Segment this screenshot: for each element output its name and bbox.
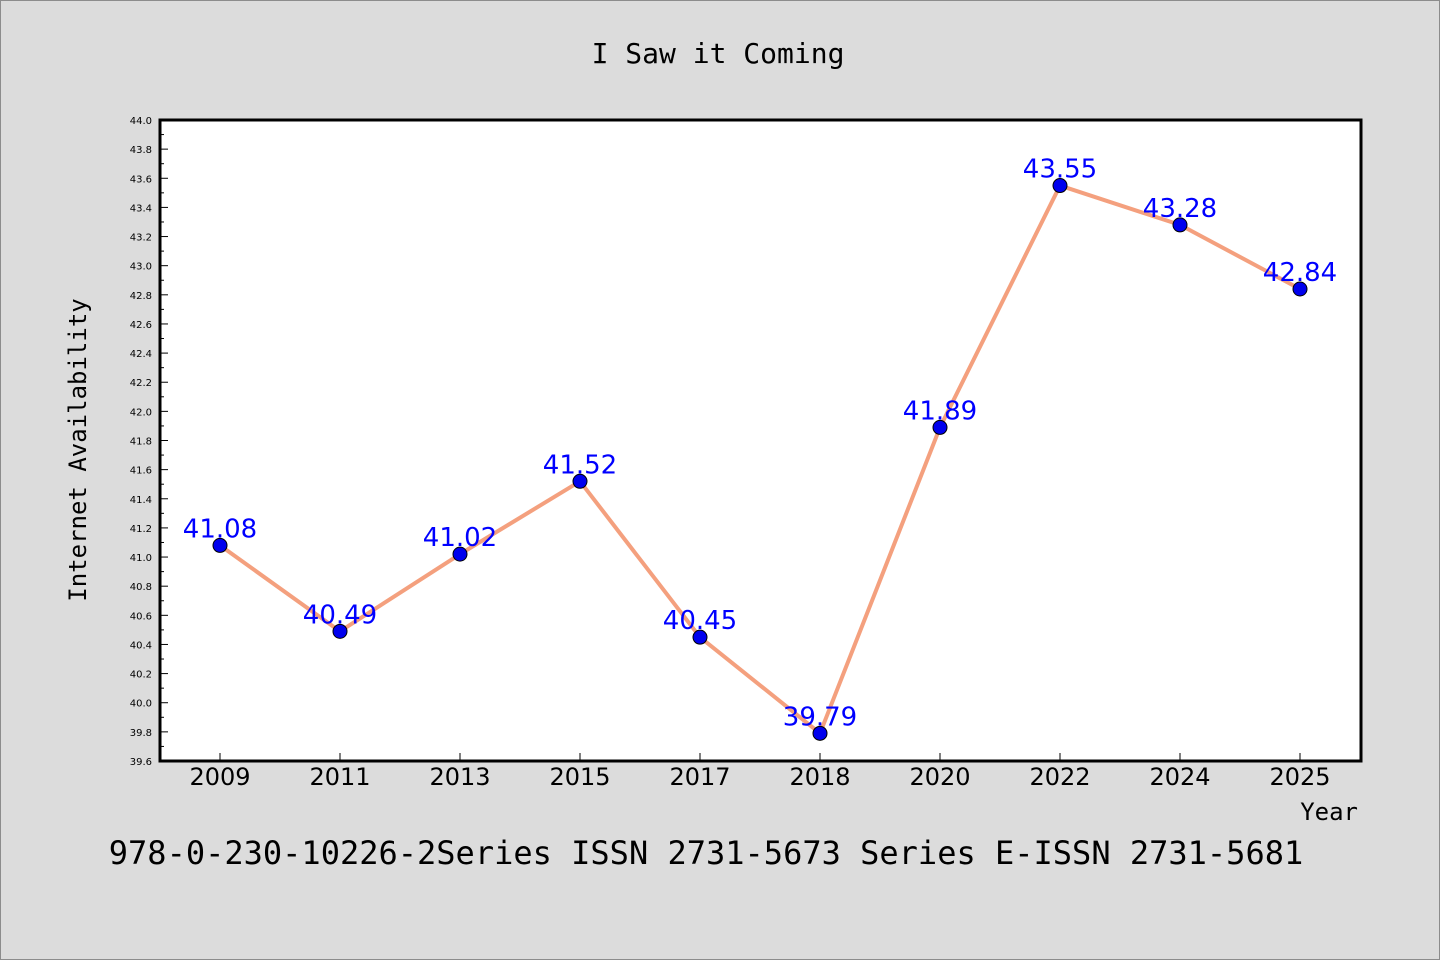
y-tick-label: 39.6: [130, 757, 152, 768]
plot-area: [158, 118, 1363, 763]
x-axis-label: Year: [1300, 798, 1358, 826]
data-label: 39.79: [783, 702, 857, 732]
y-tick-label: 43.8: [130, 145, 152, 156]
y-axis-label: Internet Availability: [64, 298, 92, 601]
x-tick-label: 2024: [1149, 763, 1210, 791]
x-tick-label: 2017: [669, 763, 730, 791]
x-tick-label: 2020: [909, 763, 970, 791]
data-point: [212, 537, 228, 553]
y-tick-label: 42.8: [130, 291, 152, 302]
data-point: [452, 546, 468, 562]
x-tick-label: 2015: [549, 763, 610, 791]
data-labels: 41.08 40.49 41.02 41.52 40.45 39.79 41.89 43.55…: [183, 155, 1337, 733]
series-line: [218, 183, 1301, 736]
y-tick-label: 40.2: [130, 670, 152, 681]
y-tick-label: 41.2: [130, 524, 152, 535]
y-tick-label: 40.6: [130, 611, 152, 622]
y-tick-label: 43.4: [130, 203, 152, 214]
x-axis: 2009 2011 2013 2015 2017 2018 2020 2022 2024 2025: [189, 753, 1331, 791]
y-tick-label: 40.8: [130, 582, 152, 593]
data-label: 40.45: [663, 606, 737, 636]
y-tick-label: 42.6: [130, 320, 152, 331]
data-point: [332, 623, 348, 639]
x-tick-label: 2011: [309, 763, 370, 791]
x-tick-label: 2022: [1029, 763, 1090, 791]
x-tick-label: 2013: [429, 763, 490, 791]
y-tick-label: 40.0: [130, 699, 152, 710]
x-tick-label: 2018: [789, 763, 850, 791]
data-label: 41.89: [903, 396, 977, 426]
y-tick-label: 42.0: [130, 407, 152, 418]
y-tick-label: 44.0: [130, 116, 152, 127]
data-label: 40.49: [303, 600, 377, 630]
series-markers: [212, 178, 1308, 741]
data-label: 41.52: [543, 450, 617, 480]
data-label: 43.55: [1023, 155, 1097, 185]
data-point: [812, 725, 828, 741]
footer-text: 978-0-230-10226-2Series ISSN 2731-5673 S…: [109, 834, 1303, 872]
chart-title: I Saw it Coming: [592, 37, 845, 70]
data-point: [1172, 217, 1188, 233]
y-tick-label: 42.2: [130, 378, 152, 389]
y-tick-label: 41.0: [130, 553, 152, 564]
data-label: 41.08: [183, 514, 257, 544]
y-axis: 39.6 39.8 40.0 40.2 40.4 40.6 40.8 41.0 41.2 41.4…: [130, 116, 168, 768]
data-point: [932, 419, 948, 435]
y-tick-label: 39.8: [130, 728, 152, 739]
y-tick-label: 41.8: [130, 437, 152, 448]
y-tick-label: 40.4: [130, 640, 152, 651]
x-tick-label: 2025: [1269, 763, 1330, 791]
y-tick-label: 43.2: [130, 233, 152, 244]
y-tick-label: 43.0: [130, 262, 152, 273]
data-point: [1292, 281, 1308, 297]
y-tick-label: 41.6: [130, 466, 152, 477]
data-label: 42.84: [1263, 258, 1337, 288]
y-tick-label: 42.4: [130, 349, 152, 360]
y-tick-label: 41.4: [130, 495, 152, 506]
data-point: [692, 629, 708, 645]
data-point: [1052, 178, 1068, 194]
x-tick-label: 2009: [189, 763, 250, 791]
data-label: 41.02: [423, 523, 497, 553]
y-tick-label: 43.6: [130, 174, 152, 185]
data-label: 43.28: [1143, 194, 1217, 224]
data-point: [572, 473, 588, 489]
